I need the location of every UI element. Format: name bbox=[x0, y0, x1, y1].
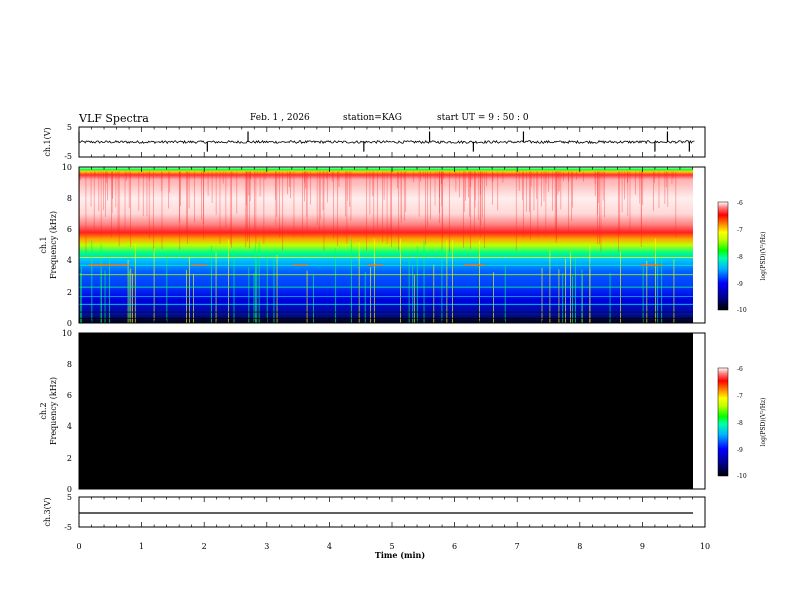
ch1-spikes bbox=[78, 131, 690, 152]
ch2-spec-ylabel-line2: Frequency (kHz) bbox=[49, 377, 58, 445]
ch3-ylabel: ch.3(V) bbox=[43, 497, 52, 526]
x-tick-label: 1 bbox=[139, 542, 144, 551]
x-tick-label: 8 bbox=[577, 542, 582, 551]
cbar1-tick: -6 bbox=[737, 200, 743, 207]
ch3-waveform-panel: 5 -5 ch.3(V) bbox=[43, 493, 706, 532]
ch1-spec-x-ticks bbox=[78, 167, 706, 323]
ch2-spec-ytick: 4 bbox=[67, 422, 72, 431]
x-tick-label: 9 bbox=[640, 542, 645, 551]
ch2-spectrogram-image bbox=[79, 333, 693, 489]
ch1-waveform-line bbox=[78, 139, 695, 145]
ch2-spec-ytick: 10 bbox=[62, 329, 72, 338]
ch1-spec-ytick: 2 bbox=[67, 288, 72, 297]
cbar1-tick: -7 bbox=[737, 227, 743, 234]
x-tick-label: 10 bbox=[700, 542, 710, 551]
cbar2-tick: -10 bbox=[737, 473, 747, 480]
start-time-label: start UT = 9 : 50 : 0 bbox=[437, 113, 529, 123]
ch1-spectrogram-lines bbox=[79, 257, 693, 319]
ch1-spec-ytick: 10 bbox=[62, 163, 72, 172]
ch1-spec-ylabel-line2: Frequency (kHz) bbox=[49, 211, 58, 279]
cbar2-tick: -9 bbox=[737, 447, 743, 454]
ch1-spec-ytick: 8 bbox=[67, 194, 72, 203]
cbar1-tick: -8 bbox=[737, 254, 743, 261]
ch1-spectrogram-panel: 0 2 4 6 8 10 ch.1 Frequency (kHz) -6 -7 … bbox=[39, 163, 767, 328]
cbar1-tick: -9 bbox=[737, 281, 743, 288]
ch1-spec-ytick: 6 bbox=[67, 225, 72, 234]
cbar2-tick: -8 bbox=[737, 420, 743, 427]
ch3-ytick-bottom: -5 bbox=[64, 523, 72, 532]
ch1-spectrogram-image bbox=[79, 167, 693, 323]
ch2-spec-ytick: 0 bbox=[67, 485, 72, 494]
ch1-spec-ylabel-line1: ch.1 bbox=[39, 236, 48, 253]
x-axis-label: Time (min) bbox=[375, 550, 425, 560]
x-tick-label: 3 bbox=[264, 542, 269, 551]
ch1-waveform-panel: 5 -5 ch.1(V) bbox=[43, 123, 706, 161]
ch1-spec-ytick: 0 bbox=[67, 319, 72, 328]
x-tick-label: 0 bbox=[76, 542, 81, 551]
ch2-spec-ytick: 6 bbox=[67, 391, 72, 400]
figure-title: VLF Spectra bbox=[79, 112, 149, 125]
ch1-spec-yticks: 0 2 4 6 8 10 bbox=[62, 163, 72, 328]
ch1-spec-ytick: 4 bbox=[67, 256, 72, 265]
cbar1-label: log(PSD)(V²/Hz) bbox=[760, 232, 767, 281]
ch2-spectrogram-panel: 0 2 4 6 8 10 ch.2 Frequency (kHz) -6 -7 … bbox=[39, 329, 767, 494]
x-tick-label: 6 bbox=[452, 542, 457, 551]
x-tick-label: 2 bbox=[202, 542, 207, 551]
x-tick-label: 4 bbox=[327, 542, 332, 551]
ch1-ylabel: ch.1(V) bbox=[43, 127, 52, 156]
cbar2-tick: -6 bbox=[737, 366, 743, 373]
ch2-spec-ytick: 2 bbox=[67, 454, 72, 463]
ch2-spec-ylabel-line1: ch.2 bbox=[39, 402, 48, 419]
x-tick-labels: 0 1 2 3 4 5 6 7 8 9 10 bbox=[76, 542, 710, 551]
x-tick-label: 5 bbox=[389, 542, 394, 551]
ch1-colorbar bbox=[717, 201, 729, 311]
cbar2-tick: -7 bbox=[737, 393, 743, 400]
cbar2-label: log(PSD)(V²/Hz) bbox=[760, 398, 767, 447]
ch3-x-ticks bbox=[78, 497, 706, 527]
x-tick-label: 7 bbox=[515, 542, 520, 551]
ch3-ytick-top: 5 bbox=[67, 493, 72, 502]
ch1-ytick-bottom: -5 bbox=[64, 152, 72, 161]
ch2-spec-x-ticks bbox=[78, 333, 706, 489]
ch1-ytick-top: 5 bbox=[67, 123, 72, 132]
cbar1-tick: -10 bbox=[737, 307, 747, 314]
ch2-colorbar bbox=[717, 367, 729, 477]
ch1-x-ticks bbox=[78, 127, 706, 157]
date-label: Feb. 1 , 2026 bbox=[250, 113, 310, 123]
station-label: station=KAG bbox=[343, 113, 402, 123]
ch2-spec-ytick: 8 bbox=[67, 360, 72, 369]
